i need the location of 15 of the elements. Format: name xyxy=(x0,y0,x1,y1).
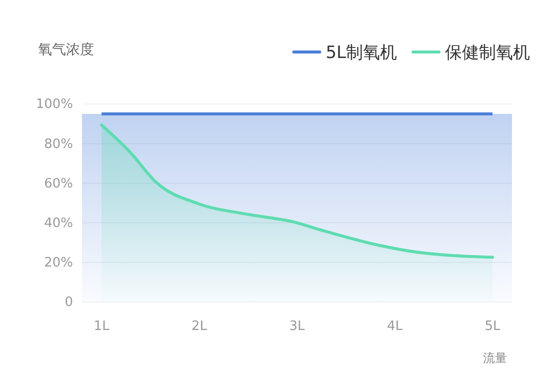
y-tick-label: 0 xyxy=(64,295,73,310)
y-tick-label: 40% xyxy=(44,216,73,231)
x-tick-label: 5L xyxy=(484,319,501,334)
x-tick-label: 4L xyxy=(386,319,404,334)
y-axis-title: 氧气浓度 xyxy=(38,42,94,58)
x-tick-label: 2L xyxy=(192,319,208,334)
x-tick-label: 3L xyxy=(289,319,306,334)
legend-label: 保健制氧机 xyxy=(445,43,530,63)
x-tick-label: 1L xyxy=(94,319,110,334)
y-tick-label: 100% xyxy=(36,97,73,112)
y-tick-label: 20% xyxy=(44,256,73,271)
y-tick-label: 80% xyxy=(44,136,73,152)
x-axis-title: 流量 xyxy=(483,351,507,365)
legend-label: 5L制氧机 xyxy=(326,43,397,63)
y-tick-label: 60% xyxy=(44,176,73,192)
